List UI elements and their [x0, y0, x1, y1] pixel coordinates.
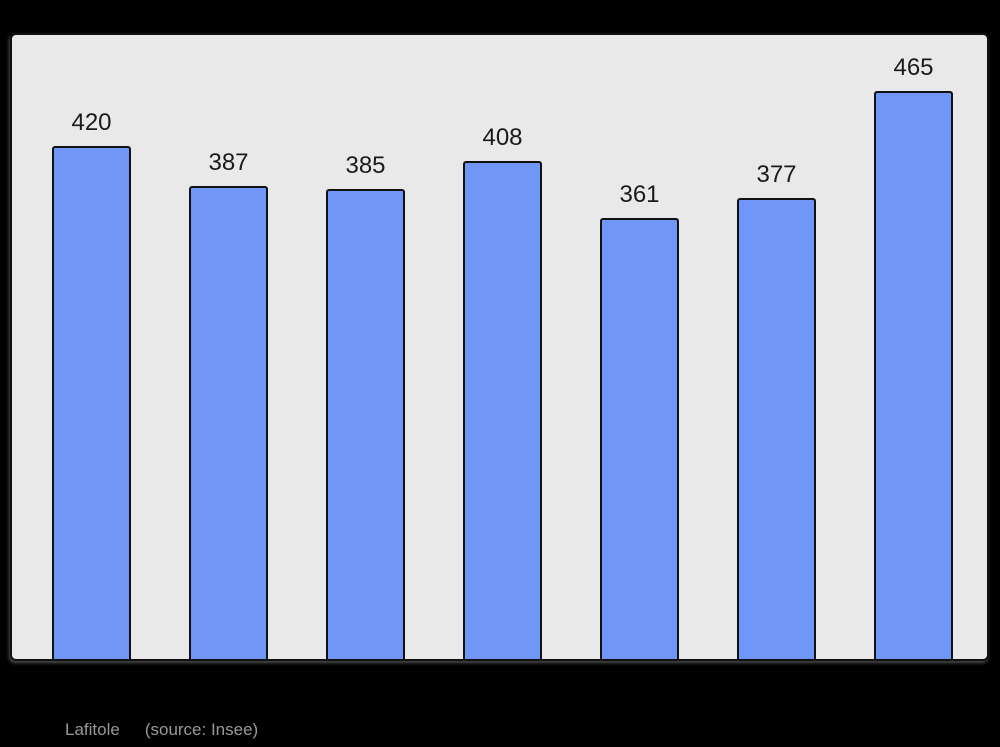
- bar-value-label: 377: [756, 161, 797, 188]
- bar-group: 385: [326, 35, 405, 659]
- bar: [52, 146, 131, 659]
- bar: [874, 91, 953, 659]
- bar-chart-panel: 420 387 385 408 361 377 465: [10, 33, 989, 661]
- bar: [326, 189, 405, 659]
- caption-source-label: (source: Insee): [144, 720, 259, 739]
- bar-value-label: 408: [482, 124, 523, 151]
- bar: [463, 161, 542, 659]
- bar: [737, 198, 816, 659]
- bar: [600, 218, 679, 659]
- bar-group: 361: [600, 35, 679, 659]
- bar: [189, 186, 268, 659]
- bar-group: 377: [737, 35, 816, 659]
- bar-value-label: 420: [71, 109, 112, 136]
- bar-group: 387: [189, 35, 268, 659]
- bar-value-label: 387: [208, 149, 249, 176]
- bar-group: 408: [463, 35, 542, 659]
- chart-caption: Lafitole (source: Insee): [65, 719, 258, 741]
- bar-group: 465: [874, 35, 953, 659]
- bar-value-label: 385: [345, 152, 386, 179]
- bar-value-label: 465: [893, 54, 934, 81]
- plot-area: 420 387 385 408 361 377 465: [12, 35, 987, 659]
- bar-value-label: 361: [619, 181, 660, 208]
- caption-place-label: Lafitole: [65, 720, 120, 739]
- bar-group: 420: [52, 35, 131, 659]
